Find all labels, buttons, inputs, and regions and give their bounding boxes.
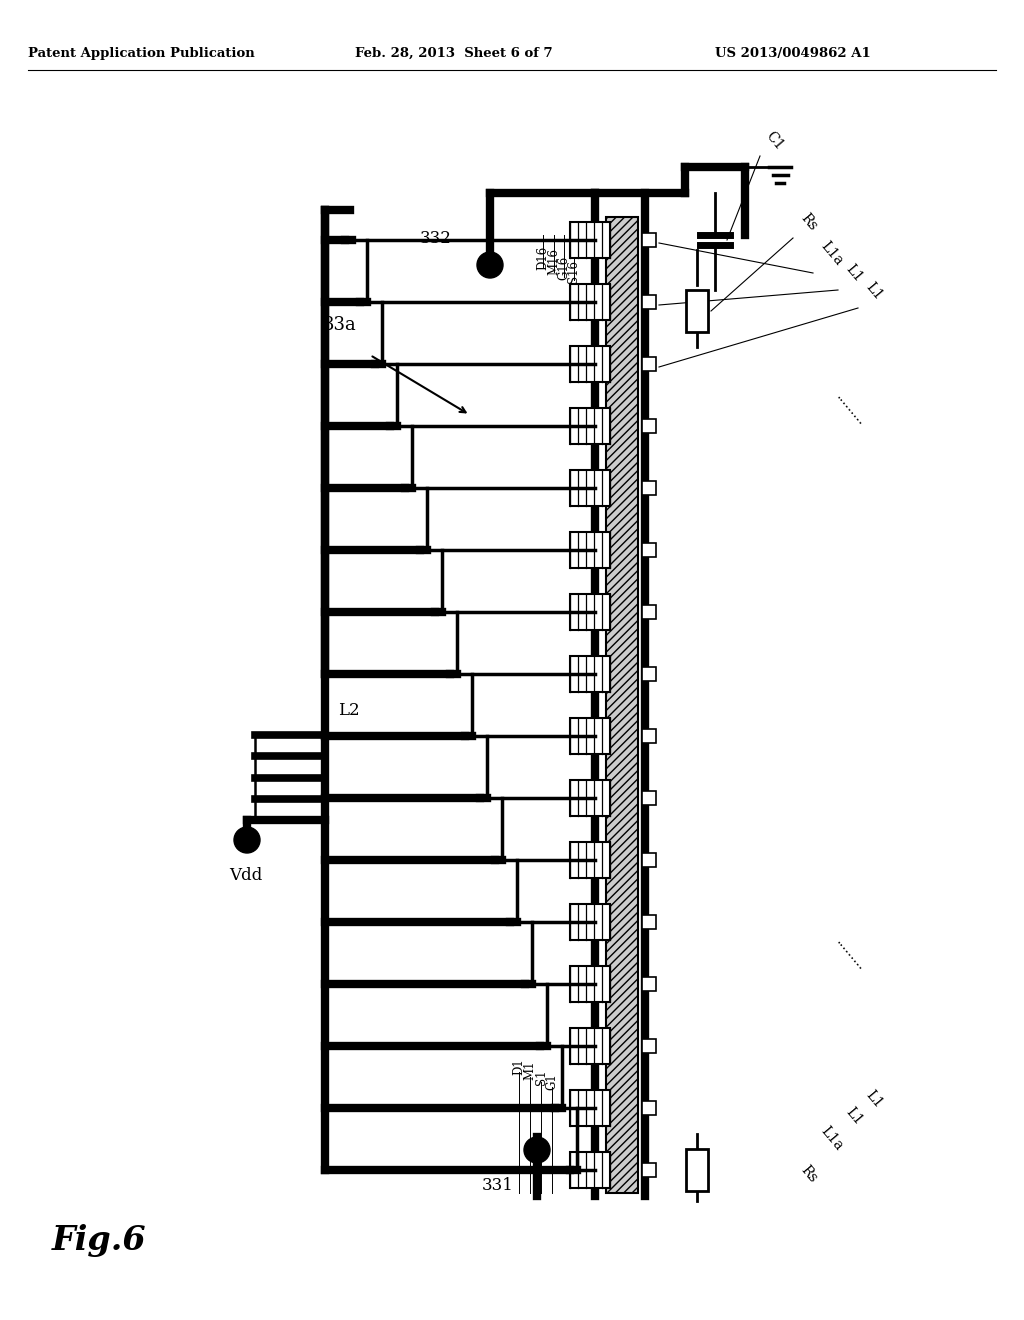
Circle shape [234, 828, 260, 853]
Circle shape [524, 1137, 550, 1163]
Bar [686, 1148, 708, 1191]
Bar [570, 718, 610, 754]
Text: Fig.6: Fig.6 [52, 1224, 146, 1257]
Bar [642, 791, 656, 805]
Text: Feb. 28, 2013  Sheet 6 of 7: Feb. 28, 2013 Sheet 6 of 7 [355, 48, 553, 59]
Text: 331: 331 [482, 1177, 514, 1195]
Bar [570, 470, 610, 506]
Text: C1: C1 [763, 129, 786, 153]
Bar [642, 418, 656, 433]
Text: M1: M1 [523, 1060, 537, 1080]
Bar [606, 216, 638, 1193]
Text: D1: D1 [512, 1059, 525, 1074]
Bar [570, 408, 610, 444]
Bar [570, 780, 610, 816]
Text: 332: 332 [420, 230, 452, 247]
Text: Patent Application Publication: Patent Application Publication [28, 48, 255, 59]
Bar [642, 1039, 656, 1053]
Bar [570, 1090, 610, 1126]
Bar [642, 234, 656, 247]
Bar [642, 977, 656, 991]
Bar [570, 904, 610, 940]
Text: G1: G1 [546, 1073, 558, 1090]
Bar [642, 1163, 656, 1177]
Text: .........: ......... [833, 935, 868, 973]
Text: L1a: L1a [818, 1123, 846, 1152]
Bar [570, 346, 610, 381]
Text: M16: M16 [548, 248, 560, 275]
Text: S1: S1 [535, 1069, 548, 1085]
Text: 33a: 33a [323, 315, 356, 334]
Bar [642, 729, 656, 743]
Text: .........: ......... [833, 389, 868, 428]
Bar [570, 656, 610, 692]
Bar [642, 356, 656, 371]
Bar [642, 480, 656, 495]
Bar [642, 853, 656, 867]
Bar [570, 966, 610, 1002]
Bar [570, 1028, 610, 1064]
Text: L1: L1 [863, 1088, 886, 1111]
Bar [570, 594, 610, 630]
Bar [642, 605, 656, 619]
Text: Vdd: Vdd [229, 867, 262, 884]
Text: S16: S16 [567, 260, 581, 282]
Bar [686, 290, 708, 333]
Text: D16: D16 [537, 246, 550, 271]
Text: G16: G16 [557, 256, 570, 280]
Bar [642, 667, 656, 681]
Text: L2: L2 [338, 702, 359, 719]
Circle shape [477, 252, 503, 279]
Text: L1: L1 [863, 280, 886, 304]
Bar [642, 294, 656, 309]
Text: L1: L1 [843, 1105, 865, 1129]
Bar [642, 1101, 656, 1115]
Bar [642, 543, 656, 557]
Bar [570, 222, 610, 257]
Bar [570, 532, 610, 568]
Text: Rs: Rs [798, 211, 820, 234]
Bar [642, 915, 656, 929]
Bar [570, 1152, 610, 1188]
Text: Rs: Rs [798, 1163, 820, 1185]
Text: L1: L1 [843, 263, 865, 285]
Bar [570, 284, 610, 319]
Text: US 2013/0049862 A1: US 2013/0049862 A1 [715, 48, 870, 59]
Text: L1a: L1a [818, 239, 846, 268]
Bar [570, 842, 610, 878]
